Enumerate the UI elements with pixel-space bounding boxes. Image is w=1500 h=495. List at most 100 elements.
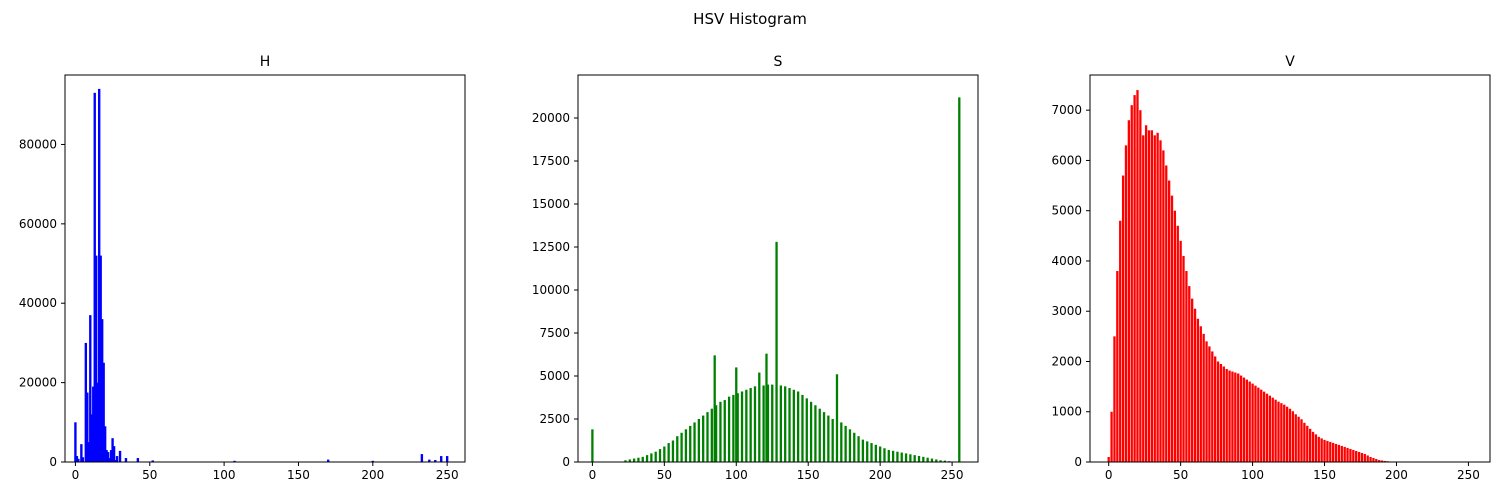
histogram-bar: [775, 241, 778, 462]
histogram-bar: [102, 362, 105, 462]
histogram-bar: [434, 460, 437, 462]
histogram-bar: [727, 396, 731, 462]
histogram-bar: [1214, 356, 1217, 462]
histogram-bar: [111, 438, 114, 462]
histogram-bar: [680, 432, 683, 462]
histogram-bar: [1165, 165, 1168, 462]
y-tick-label: 2500: [539, 412, 570, 426]
histogram-bar: [1153, 135, 1156, 462]
histogram-bar: [1121, 175, 1125, 462]
histogram-bar: [1116, 271, 1119, 462]
histogram-bar: [327, 459, 330, 462]
histogram-bar: [891, 450, 895, 462]
histogram-bar: [95, 255, 98, 462]
histogram-bar: [420, 454, 424, 462]
histogram-bar: [697, 419, 701, 462]
x-tick-label: 200: [361, 468, 384, 482]
histogram-bar: [749, 388, 752, 462]
histogram-bar: [713, 355, 716, 462]
y-tick-label: 3000: [1051, 304, 1082, 318]
histogram-bar: [89, 315, 92, 462]
y-tick-label: 6000: [1051, 153, 1082, 167]
histogram-bar: [90, 414, 93, 462]
histogram-bar: [792, 389, 795, 462]
histogram-bar: [663, 446, 666, 462]
histogram-bar: [151, 460, 154, 462]
panel-v: V 0 50 100 150 200 250 0 1000 2000 3000 4000 5000 600…: [1051, 54, 1491, 482]
histogram-bar: [1277, 401, 1280, 462]
histogram-bar: [779, 385, 783, 462]
histogram-bar: [909, 454, 912, 462]
histogram-bar: [1317, 436, 1320, 462]
x-tick-label: 50: [657, 468, 672, 482]
histogram-bar: [1191, 298, 1194, 462]
histogram-bar: [1288, 408, 1292, 462]
histogram-bar: [428, 459, 431, 462]
y-tick-label: 12500: [532, 240, 570, 254]
histogram-bar: [641, 456, 644, 462]
histogram-bar: [1119, 220, 1122, 462]
histogram-bar: [109, 450, 113, 462]
histogram-bar: [1257, 387, 1260, 462]
x-tick-label: 150: [1313, 468, 1336, 482]
histogram-bar: [861, 439, 865, 462]
histogram-bar: [1320, 438, 1323, 462]
histogram-bar: [1285, 406, 1289, 462]
histogram-bar: [114, 460, 117, 462]
histogram-bar: [801, 394, 804, 462]
histogram-bar: [765, 353, 768, 462]
histogram-bar: [1360, 452, 1364, 462]
histogram-bar: [124, 458, 128, 462]
histogram-bar: [822, 412, 826, 462]
histogram-bar: [93, 92, 96, 463]
histogram-bar: [1144, 125, 1148, 462]
histogram-bar: [857, 436, 860, 462]
histogram-bar: [735, 367, 738, 462]
histogram-bar: [1245, 379, 1248, 462]
histogram-bar: [1375, 458, 1378, 462]
histogram-bar: [118, 450, 122, 462]
histogram-bar: [958, 97, 961, 463]
y-tick-label: 40000: [19, 296, 57, 310]
histogram-bar: [1173, 210, 1177, 462]
histogram-bar: [1308, 428, 1312, 462]
histogram-bar: [922, 456, 925, 462]
histogram-bar: [1208, 346, 1211, 462]
histogram-bar: [1156, 132, 1159, 463]
histogram-bar: [1378, 459, 1381, 462]
y-tick-label: 0: [1074, 455, 1082, 469]
histogram-bar: [1196, 318, 1200, 462]
histogram-bar: [1113, 336, 1116, 462]
y-tick-label: 10000: [532, 283, 570, 297]
histogram-bar: [1222, 366, 1225, 462]
histogram-bar: [1231, 371, 1234, 462]
x-tick-label: 250: [1457, 468, 1480, 482]
histogram-bar: [1185, 271, 1188, 462]
histogram-bar: [87, 442, 90, 462]
histogram-bar: [693, 422, 696, 462]
histogram-bar: [913, 455, 916, 462]
histogram-bar: [1372, 457, 1375, 462]
histogram-bar: [1150, 130, 1154, 463]
histogram-bar: [1343, 446, 1346, 462]
histogram-bar: [758, 372, 761, 462]
histogram-bar: [809, 401, 813, 462]
histogram-bar: [1147, 130, 1151, 463]
histogram-bar: [1366, 455, 1369, 462]
histogram-bar: [1179, 240, 1182, 462]
histogram-bar: [1314, 434, 1318, 462]
histogram-bars: [591, 97, 961, 463]
x-tick-label: 0: [589, 468, 597, 482]
histogram-bar: [771, 384, 774, 462]
histogram-bar: [1332, 442, 1335, 462]
histogram-bar: [1237, 373, 1240, 462]
histogram-bar: [714, 405, 718, 462]
histogram-bar: [1294, 414, 1297, 462]
y-tick-label: 20000: [532, 111, 570, 125]
histogram-bar: [736, 393, 739, 462]
histogram-bar: [103, 426, 107, 462]
histogram-bar: [1297, 416, 1300, 462]
histogram-bar: [440, 456, 443, 462]
histogram-bar: [637, 457, 640, 462]
